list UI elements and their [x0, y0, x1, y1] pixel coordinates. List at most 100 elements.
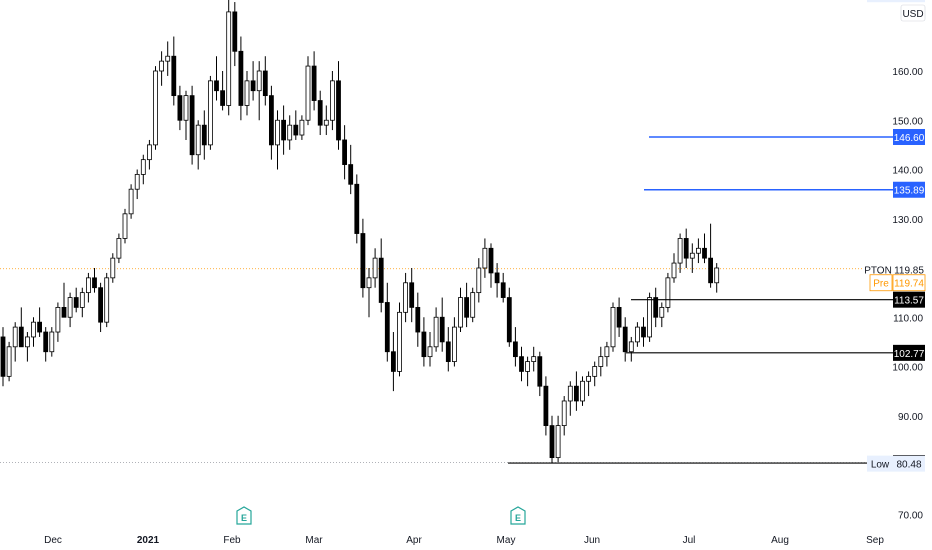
candle-down	[409, 282, 415, 308]
price-tick-label: 160.00	[892, 67, 923, 78]
candle-up	[628, 341, 634, 353]
candle-up	[287, 124, 293, 141]
candle-up	[122, 213, 128, 239]
low-tag-label: Low	[871, 460, 890, 471]
candle-down	[232, 11, 238, 52]
candle-down	[616, 306, 622, 328]
candle-down	[214, 80, 219, 92]
earnings-icon[interactable]: E	[236, 506, 252, 525]
price-tick-label: 150.00	[892, 116, 923, 127]
candle-down	[543, 385, 549, 427]
candle-up	[586, 375, 591, 382]
candle-up	[323, 119, 329, 126]
time-label: Feb	[223, 535, 241, 546]
price-tick-label: 90.00	[898, 412, 923, 423]
candle-down	[641, 326, 646, 338]
pre-market-tag[interactable]: Pre 119.74	[869, 274, 926, 292]
candle-down	[189, 95, 195, 156]
level-tag-113.57[interactable]: 113.57	[893, 291, 925, 308]
last-price-tag-label: PTON	[864, 266, 892, 277]
candle-up	[12, 326, 18, 348]
candle-up	[635, 326, 640, 343]
candle-up	[458, 297, 463, 328]
candle-up	[714, 267, 720, 284]
candle-up	[647, 297, 652, 338]
high-tag-value-bg	[893, 0, 925, 3]
candle-down	[354, 183, 360, 234]
time-label: Jun	[584, 535, 600, 546]
earnings-icon[interactable]: E	[510, 506, 526, 525]
candle-up	[555, 425, 561, 459]
currency-label: USD	[902, 9, 923, 20]
time-label: Jul	[683, 535, 696, 546]
candle-down	[336, 80, 341, 141]
candle-down	[37, 321, 42, 333]
candles-group	[0, 0, 720, 463]
candle-up	[140, 159, 146, 175]
candle-down	[360, 233, 366, 289]
candle-down	[220, 90, 226, 106]
plot-area[interactable]	[0, 0, 866, 525]
candle-down	[519, 356, 524, 372]
pre-market-tag-value-bg	[892, 274, 926, 292]
level-tag-146.60[interactable]: 146.60	[893, 128, 925, 145]
candle-up	[226, 11, 232, 106]
last-price-tag-value: 119.85	[894, 266, 924, 277]
candle-up	[366, 277, 372, 289]
candle-up	[159, 60, 165, 72]
candle-up	[305, 65, 311, 121]
candle-up	[427, 346, 433, 358]
candle-up	[677, 238, 683, 264]
candle-down	[537, 356, 543, 387]
candle-down	[439, 316, 445, 343]
candle-up	[67, 297, 73, 318]
candle-up	[104, 277, 110, 323]
candle-down	[348, 164, 354, 185]
level-tag-102.77[interactable]: 102.77	[893, 344, 925, 361]
candle-up	[128, 188, 134, 215]
level-tag-146.60-value: 146.60	[894, 133, 925, 144]
price-tick-label: 130.00	[892, 215, 923, 226]
price-tick-label: 100.00	[892, 363, 923, 374]
candle-up	[433, 316, 439, 348]
candle-down	[262, 70, 268, 97]
candle-down	[0, 336, 6, 377]
candle-up	[49, 331, 55, 353]
candle-down	[549, 425, 555, 459]
candle-up	[403, 282, 409, 313]
level-tag-135.89[interactable]: 135.89	[893, 181, 925, 198]
price-axis[interactable]: 160.00 150.00 140.00 130.00 110.00 100.00 90.0…	[892, 67, 923, 521]
candle-down	[311, 65, 317, 101]
currency-badge: USD	[900, 4, 926, 22]
candle-up	[31, 321, 36, 338]
candle-up	[696, 247, 701, 254]
candle-up	[470, 292, 476, 318]
candle-up	[451, 326, 457, 362]
time-axis[interactable]: Dec 2021 Feb Mar Apr May Jun Jul Aug Sep	[44, 535, 884, 546]
candle-up	[525, 361, 530, 372]
candle-up	[598, 356, 604, 367]
high-tag[interactable]: High175.79	[867, 0, 925, 3]
candle-up	[153, 70, 158, 146]
candle-up	[604, 346, 610, 358]
low-tag[interactable]: Low 80.48	[867, 455, 925, 472]
candle-down	[238, 50, 244, 106]
level-tag-113.57-value-bg	[893, 291, 925, 308]
time-label: May	[497, 535, 516, 546]
candle-up	[397, 311, 402, 372]
time-label: Dec	[44, 535, 62, 546]
candle-down	[171, 55, 177, 97]
candle-down	[342, 139, 348, 165]
candle-up	[6, 346, 12, 377]
candle-down	[415, 306, 421, 333]
candle-up	[567, 385, 573, 402]
candle-up	[659, 306, 665, 318]
time-label: Aug	[771, 535, 789, 546]
candle-up	[256, 70, 262, 92]
candle-up	[146, 144, 152, 161]
last-price-tag[interactable]: PTON 119.85	[864, 261, 925, 278]
last-price-tag-label-bg	[864, 261, 892, 278]
candle-up	[561, 400, 567, 427]
level-tag-135.89-value: 135.89	[894, 186, 925, 197]
